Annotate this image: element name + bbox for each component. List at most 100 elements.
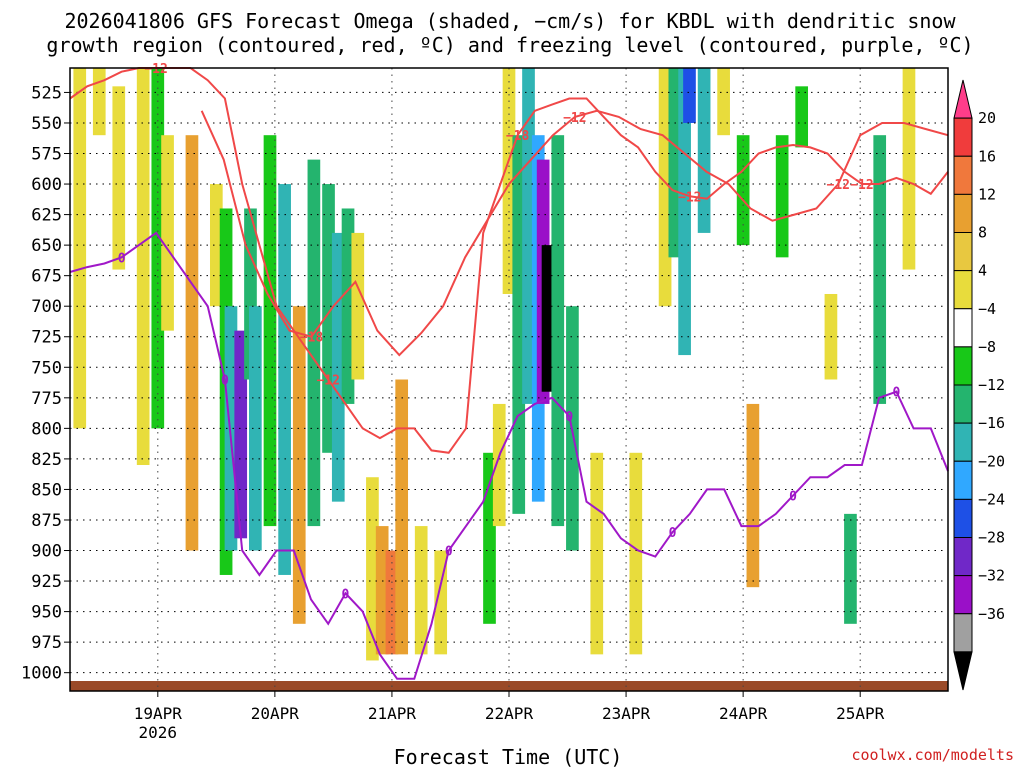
omega-cell xyxy=(92,68,106,136)
dgz-contour-label: −12 xyxy=(850,178,873,193)
y-tick-label: 700 xyxy=(31,297,62,317)
dgz-contour-label: −18 xyxy=(300,331,324,346)
colorbar-swatch xyxy=(953,613,973,653)
omega-cell xyxy=(351,232,365,380)
dgz-contour-label: −18 xyxy=(506,129,530,144)
x-tick-label: 19APR xyxy=(134,704,183,723)
y-tick-label: 825 xyxy=(31,450,62,470)
omega-shading-layer xyxy=(70,68,948,691)
y-tick-label: 925 xyxy=(31,572,62,592)
colorbar-swatch xyxy=(953,422,973,462)
omega-cell xyxy=(151,68,165,429)
omega-cell xyxy=(683,68,696,123)
credit-link[interactable]: coolwx.com/modelts xyxy=(851,746,1014,764)
freezing-contour-label: 0 xyxy=(445,545,453,560)
omega-cell xyxy=(492,403,506,527)
colorbar-label: 20 xyxy=(978,109,996,127)
omega-cell xyxy=(541,245,555,392)
omega-cell xyxy=(136,68,150,466)
omega-cell xyxy=(658,68,672,307)
colorbar-swatch xyxy=(953,346,973,386)
omega-cell xyxy=(234,330,248,539)
colorbar-swatch xyxy=(953,575,973,615)
omega-cell xyxy=(697,68,711,233)
chart-title-line-1: 2026041806 GFS Forecast Omega (shaded, −… xyxy=(64,9,956,33)
omega-cell xyxy=(331,232,345,502)
colorbar-label: −36 xyxy=(978,605,1005,623)
omega-cell xyxy=(434,550,448,655)
colorbar-label: 12 xyxy=(978,185,996,203)
omega-cell xyxy=(224,306,238,551)
omega-cell xyxy=(161,135,174,331)
x-tick-sublabel: 2026 xyxy=(139,723,178,742)
y-axis-ticks: 525 550 575 600 625 650 675 700 725 750 775 800 825 8… xyxy=(21,83,70,684)
colorbar-swatch xyxy=(953,460,973,500)
omega-cell xyxy=(278,184,291,575)
y-tick-label: 675 xyxy=(31,267,62,287)
omega-cell xyxy=(73,68,87,429)
colorbar-label: −28 xyxy=(978,529,1005,547)
dgz-minus12-contour xyxy=(69,67,949,454)
y-tick-label: 650 xyxy=(31,236,62,256)
freezing-contour-label: 0 xyxy=(789,490,797,505)
x-axis-label: Forecast Time (UTC) xyxy=(394,745,623,768)
omega-cell xyxy=(717,68,730,136)
omega-cell xyxy=(185,135,199,551)
omega-cell xyxy=(366,477,379,661)
omega-cell xyxy=(873,135,887,404)
x-tick-label: 25APR xyxy=(836,704,885,723)
x-tick-label: 20APR xyxy=(251,704,300,723)
x-tick-label: 22APR xyxy=(485,704,534,723)
freezing-level-contour xyxy=(69,231,949,680)
omega-cell xyxy=(795,86,809,148)
omega-cell xyxy=(375,526,389,655)
omega-cell xyxy=(395,379,409,655)
omega-cell xyxy=(844,513,857,624)
colorbar-swatch xyxy=(953,232,973,272)
x-tick-label: 23APR xyxy=(602,704,651,723)
omega-cell xyxy=(341,208,355,404)
y-tick-label: 750 xyxy=(31,358,62,378)
omega-cell xyxy=(522,68,535,404)
colorbar-label: 16 xyxy=(978,147,996,165)
x-tick-label: 21APR xyxy=(368,704,417,723)
omega-cell xyxy=(112,86,126,270)
dgz-contour-label: −12 xyxy=(316,374,339,389)
freezing-contour-label: 0 xyxy=(669,526,677,541)
colorbar-swatch xyxy=(953,193,973,233)
dgz-minus18-contour xyxy=(200,109,949,357)
colorbar-label: −24 xyxy=(978,490,1005,508)
colorbar-swatch xyxy=(953,384,973,424)
colorbar-label: −8 xyxy=(978,338,996,356)
colorbar-label: −4 xyxy=(978,300,996,318)
omega-cell xyxy=(502,68,516,294)
colorbar-label: −32 xyxy=(978,567,1005,585)
colorbar-label: 8 xyxy=(978,224,987,242)
freezing-contour-label: 0 xyxy=(118,251,126,266)
omega-cell xyxy=(736,135,750,246)
x-tick-label: 24APR xyxy=(719,704,768,723)
colorbar-swatch xyxy=(953,155,973,195)
omega-cell xyxy=(629,452,643,655)
omega-cell xyxy=(775,135,789,258)
omega-cell xyxy=(292,306,306,624)
colorbar-bottom-arrow xyxy=(953,651,973,691)
y-tick-label: 725 xyxy=(31,328,62,348)
colorbar-swatch xyxy=(953,498,973,538)
y-tick-label: 1000 xyxy=(21,664,62,684)
dgz-contour-label: −12 xyxy=(678,190,701,205)
omega-cell xyxy=(307,159,321,527)
dgz-contour-label: −12 xyxy=(563,111,586,126)
omega-cell xyxy=(414,526,428,655)
y-tick-label: 550 xyxy=(31,114,62,134)
y-tick-label: 875 xyxy=(31,511,62,531)
omega-cell xyxy=(902,68,916,270)
y-tick-label: 900 xyxy=(31,542,62,562)
freezing-contour-label: 0 xyxy=(342,587,350,602)
omega-cell xyxy=(668,68,682,258)
y-tick-label: 575 xyxy=(31,145,62,165)
omega-cell xyxy=(551,135,565,527)
colorbar-swatch xyxy=(953,117,973,157)
